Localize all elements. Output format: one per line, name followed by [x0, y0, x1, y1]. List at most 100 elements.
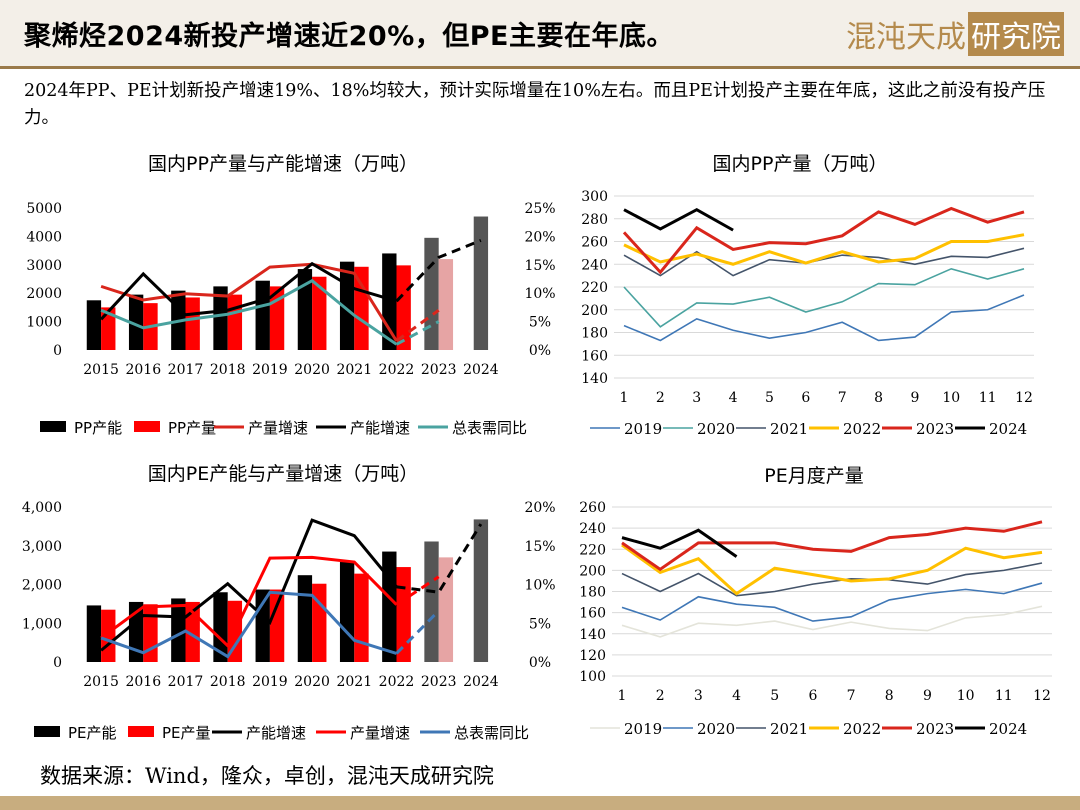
x-tick-label: 2023	[421, 362, 457, 378]
x-tick-label: 5	[770, 688, 779, 704]
x-tick-label: 2019	[252, 674, 288, 690]
y-tick-label: 120	[579, 648, 606, 664]
x-tick-label: 2023	[421, 674, 457, 690]
header-bar: 聚烯烃2024新投产增速近20%，但PE主要在年底。 混沌天成 研究院	[0, 0, 1080, 66]
legend-label: 2020	[697, 420, 735, 438]
legend-label: 2020	[697, 720, 735, 738]
y-tick-label: 3000	[26, 258, 62, 274]
y-tick-label: 200	[579, 563, 606, 579]
page-title: 聚烯烃2024新投产增速近20%，但PE主要在年底。	[24, 21, 675, 52]
line-2022	[623, 233, 1025, 266]
x-tick-label: 2024	[463, 674, 499, 690]
x-tick-label: 2	[656, 688, 665, 704]
bar-production	[312, 276, 327, 350]
x-tick-label: 2017	[168, 362, 204, 378]
y-tick-label: 0	[53, 655, 62, 671]
y-tick-label: 200	[581, 303, 608, 319]
logo-text: 混沌天成	[846, 20, 966, 55]
bar-capacity	[424, 541, 439, 662]
line-capacity-growth-projected	[396, 523, 483, 594]
x-tick-label: 4	[729, 390, 738, 406]
legend-label: 2023	[916, 720, 954, 738]
legend-label: 产量增速	[350, 724, 410, 742]
x-tick-label: 2022	[379, 362, 415, 378]
y-tick-label: 160	[579, 606, 606, 622]
bar-production	[354, 573, 369, 662]
y2-tick-label: 5%	[529, 315, 551, 331]
y-tick-label: 260	[581, 235, 608, 251]
x-tick-label: 12	[1033, 688, 1051, 704]
line-2023	[622, 206, 1025, 275]
x-tick-label: 5	[765, 390, 774, 406]
bar-capacity	[255, 589, 270, 662]
x-tick-label: 2	[656, 390, 665, 406]
bar-capacity	[86, 300, 102, 350]
legend-label: 2019	[624, 720, 662, 738]
x-tick-label: 2018	[210, 362, 246, 378]
y-tick-label: 0	[53, 343, 62, 359]
y-tick-label: 220	[579, 542, 606, 558]
bar-capacity	[382, 551, 397, 662]
line-production-growth	[100, 262, 398, 342]
x-tick-label: 10	[957, 688, 975, 704]
y-tick-label: 180	[581, 326, 608, 342]
x-tick-label: 6	[808, 688, 817, 704]
legend-label: PP产量	[168, 419, 216, 437]
y-tick-label: 140	[579, 627, 606, 643]
y-tick-label: 160	[581, 348, 608, 364]
x-tick-label: 2020	[294, 362, 330, 378]
legend-swatch	[40, 421, 66, 432]
line-2024	[621, 528, 738, 558]
bar-capacity	[255, 280, 270, 350]
line-2021	[623, 247, 1025, 277]
line-2021	[621, 562, 1043, 597]
legend-label: 总表需同比	[454, 724, 529, 742]
x-tick-label: 2016	[125, 674, 161, 690]
legend-label: 2019	[624, 420, 662, 438]
legend-label: PE产能	[68, 724, 117, 742]
line-2019	[623, 294, 1025, 342]
line-demand-yoy	[100, 278, 398, 346]
x-tick-label: 1	[620, 390, 629, 406]
x-tick-label: 10	[942, 390, 960, 406]
y-tick-label: 1,000	[22, 616, 62, 632]
x-tick-label: 4	[732, 688, 741, 704]
y-tick-label: 300	[581, 189, 608, 205]
line-2024	[623, 207, 734, 232]
x-tick-label: 2022	[379, 674, 415, 690]
line-2019	[621, 605, 1043, 638]
y-tick-label: 260	[579, 500, 606, 516]
bar-capacity	[473, 519, 489, 662]
legend-label: PP产能	[74, 419, 122, 437]
bar-production	[438, 557, 454, 662]
bar-production	[269, 589, 285, 662]
y-tick-label: 280	[581, 212, 608, 228]
legend-label: 总表需同比	[452, 419, 527, 437]
x-tick-label: 7	[847, 688, 856, 704]
chart-title: PE月度产量	[764, 465, 863, 487]
x-tick-label: 7	[838, 390, 847, 406]
x-tick-label: 2021	[336, 362, 372, 378]
line-2020	[623, 267, 1025, 328]
line-production-growth	[100, 555, 398, 649]
legend-label: 产能增速	[246, 724, 306, 742]
x-tick-label: 11	[979, 390, 997, 406]
line-demand-yoy-projected	[395, 320, 440, 346]
line-capacity-growth-projected	[395, 238, 482, 303]
bar-capacity	[213, 592, 228, 662]
bar-capacity	[128, 294, 144, 350]
legend-swatch	[34, 726, 60, 737]
y2-tick-label: 5%	[529, 616, 551, 632]
y2-tick-label: 20%	[524, 229, 555, 245]
source-note: 数据来源：Wind，隆众，卓创，混沌天成研究院	[40, 764, 494, 788]
y-tick-label: 2,000	[22, 578, 62, 594]
line-production-growth-projected	[395, 309, 440, 343]
legend-label: 2024	[989, 720, 1027, 738]
line-2020	[621, 582, 1043, 622]
legend-label: 2022	[843, 420, 881, 438]
bar-production	[396, 567, 411, 662]
bar-production	[438, 259, 454, 350]
line-2022	[621, 543, 1043, 596]
x-tick-label: 2024	[463, 362, 499, 378]
bar-capacity	[473, 216, 489, 350]
